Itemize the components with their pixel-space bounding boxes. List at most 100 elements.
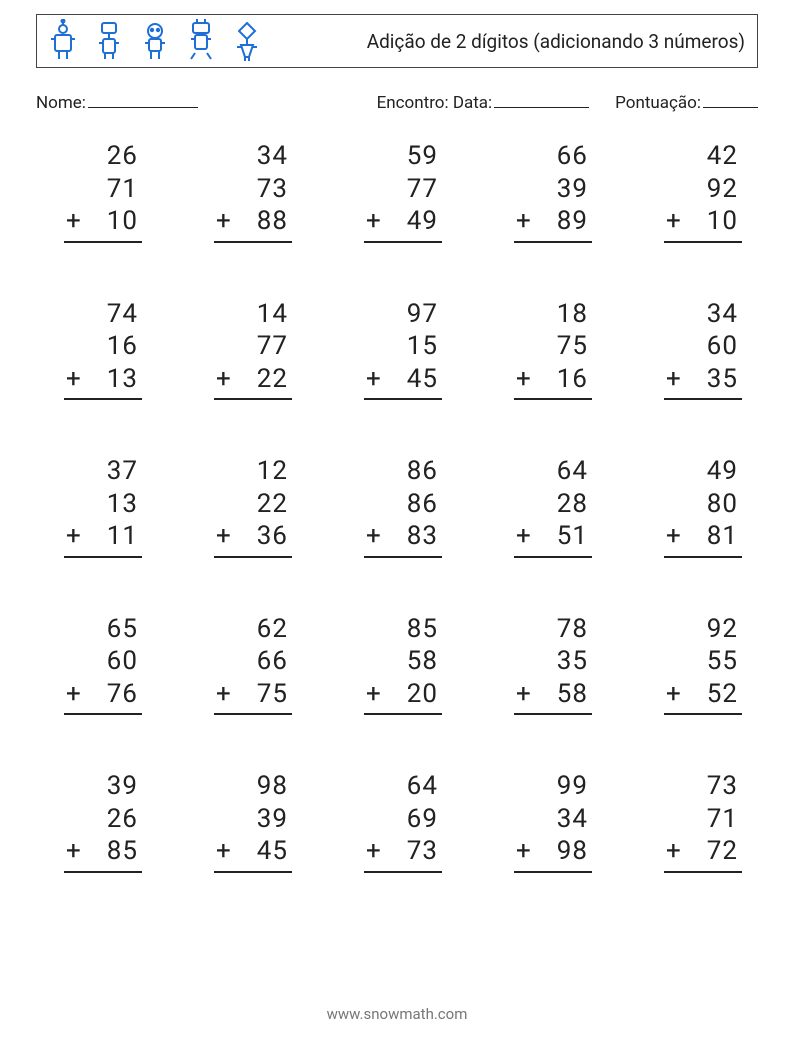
addend: 18 bbox=[514, 298, 592, 331]
addend: 16 bbox=[557, 363, 588, 396]
operator-row: +20 bbox=[364, 678, 442, 716]
addend: 69 bbox=[364, 803, 442, 836]
addend: 66 bbox=[214, 645, 292, 678]
operator-row: +88 bbox=[214, 205, 292, 243]
addend: 35 bbox=[707, 363, 738, 396]
addend: 20 bbox=[407, 678, 438, 711]
robot-icon bbox=[89, 19, 129, 63]
operator-row: +72 bbox=[664, 835, 742, 873]
plus-icon: + bbox=[66, 520, 82, 553]
plus-icon: + bbox=[216, 835, 232, 868]
addend: 92 bbox=[664, 173, 742, 206]
operator-row: +35 bbox=[664, 363, 742, 401]
addend: 36 bbox=[257, 520, 288, 553]
addition-problem: 1222+36 bbox=[214, 455, 292, 558]
operator-row: +11 bbox=[64, 520, 142, 558]
addend: 65 bbox=[64, 613, 142, 646]
operator-row: +52 bbox=[664, 678, 742, 716]
addend: 49 bbox=[407, 205, 438, 238]
operator-row: +16 bbox=[514, 363, 592, 401]
addend: 22 bbox=[214, 488, 292, 521]
addition-problem: 7416+13 bbox=[64, 298, 142, 401]
addend: 39 bbox=[514, 173, 592, 206]
plus-icon: + bbox=[666, 678, 682, 711]
addition-problem: 7835+58 bbox=[514, 613, 592, 716]
addend: 35 bbox=[514, 645, 592, 678]
robot-icon bbox=[181, 19, 221, 63]
addend: 45 bbox=[257, 835, 288, 868]
addend: 26 bbox=[64, 140, 142, 173]
operator-row: +51 bbox=[514, 520, 592, 558]
addend: 72 bbox=[707, 835, 738, 868]
addition-problem: 3713+11 bbox=[64, 455, 142, 558]
addend: 10 bbox=[107, 205, 138, 238]
addend: 37 bbox=[64, 455, 142, 488]
addend: 75 bbox=[514, 330, 592, 363]
robot-icon bbox=[227, 19, 267, 63]
addition-problem: 1875+16 bbox=[514, 298, 592, 401]
addend: 15 bbox=[364, 330, 442, 363]
addition-problem: 6428+51 bbox=[514, 455, 592, 558]
addend: 22 bbox=[257, 363, 288, 396]
addend: 83 bbox=[407, 520, 438, 553]
operator-row: +13 bbox=[64, 363, 142, 401]
addition-problem: 3460+35 bbox=[664, 298, 742, 401]
addend: 55 bbox=[664, 645, 742, 678]
operator-row: +58 bbox=[514, 678, 592, 716]
addition-problem: 8558+20 bbox=[364, 613, 442, 716]
encounter-label: Encontro: Data: bbox=[377, 93, 493, 113]
date-blank[interactable] bbox=[494, 90, 589, 108]
plus-icon: + bbox=[666, 205, 682, 238]
addition-problem: 8686+83 bbox=[364, 455, 442, 558]
addend: 80 bbox=[664, 488, 742, 521]
operator-row: +45 bbox=[214, 835, 292, 873]
addend: 77 bbox=[364, 173, 442, 206]
addend: 99 bbox=[514, 770, 592, 803]
plus-icon: + bbox=[516, 835, 532, 868]
addend: 13 bbox=[107, 363, 138, 396]
operator-row: +98 bbox=[514, 835, 592, 873]
addend: 78 bbox=[514, 613, 592, 646]
plus-icon: + bbox=[216, 205, 232, 238]
addend: 39 bbox=[214, 803, 292, 836]
addend: 49 bbox=[664, 455, 742, 488]
addend: 77 bbox=[214, 330, 292, 363]
addend: 88 bbox=[257, 205, 288, 238]
addend: 14 bbox=[214, 298, 292, 331]
worksheet-title: Adição de 2 dígitos (adicionando 3 númer… bbox=[367, 30, 745, 53]
plus-icon: + bbox=[666, 520, 682, 553]
score-blank[interactable] bbox=[703, 90, 758, 108]
operator-row: +89 bbox=[514, 205, 592, 243]
addend: 58 bbox=[364, 645, 442, 678]
operator-row: +45 bbox=[364, 363, 442, 401]
addend: 85 bbox=[364, 613, 442, 646]
addend: 73 bbox=[664, 770, 742, 803]
plus-icon: + bbox=[66, 363, 82, 396]
plus-icon: + bbox=[666, 363, 682, 396]
plus-icon: + bbox=[666, 835, 682, 868]
operator-row: +22 bbox=[214, 363, 292, 401]
addition-problem: 6639+89 bbox=[514, 140, 592, 243]
addend: 73 bbox=[214, 173, 292, 206]
addend: 81 bbox=[707, 520, 738, 553]
addend: 98 bbox=[214, 770, 292, 803]
addend: 92 bbox=[664, 613, 742, 646]
plus-icon: + bbox=[216, 363, 232, 396]
addend: 28 bbox=[514, 488, 592, 521]
score-label: Pontuação: bbox=[615, 93, 701, 113]
addend: 51 bbox=[557, 520, 588, 553]
operator-row: +75 bbox=[214, 678, 292, 716]
robot-icon-row bbox=[43, 19, 267, 63]
addition-problem: 6469+73 bbox=[364, 770, 442, 873]
addend: 75 bbox=[257, 678, 288, 711]
addition-problem: 3473+88 bbox=[214, 140, 292, 243]
addend: 73 bbox=[407, 835, 438, 868]
addend: 60 bbox=[664, 330, 742, 363]
addend: 11 bbox=[107, 520, 138, 553]
addend: 16 bbox=[64, 330, 142, 363]
name-blank[interactable] bbox=[88, 90, 198, 108]
addend: 71 bbox=[664, 803, 742, 836]
operator-row: +36 bbox=[214, 520, 292, 558]
addend: 42 bbox=[664, 140, 742, 173]
addend: 86 bbox=[364, 455, 442, 488]
